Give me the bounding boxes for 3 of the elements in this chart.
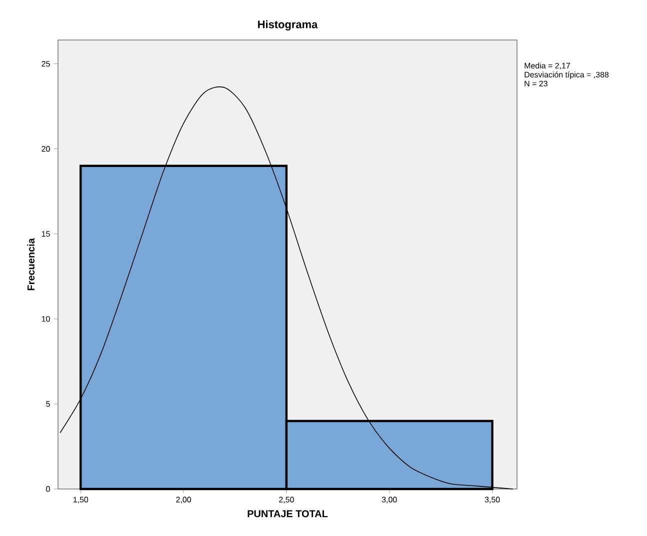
chart-title: Histograma (258, 20, 318, 30)
x-axis-title: PUNTAJE TOTAL (248, 510, 328, 518)
y-axis-title: Frecuencia (27, 238, 35, 290)
